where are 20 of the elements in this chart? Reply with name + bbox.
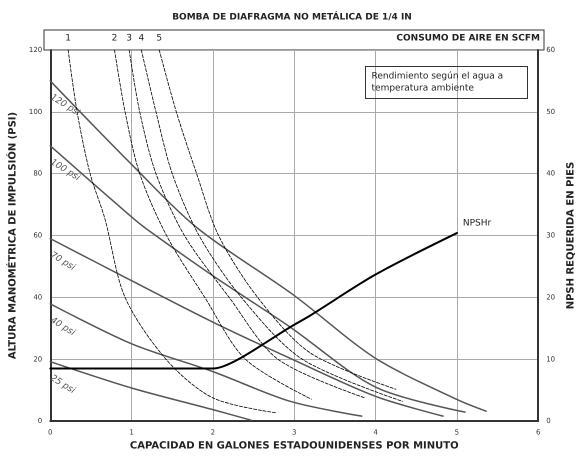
chart-title: BOMBA DE DIAFRAGMA NO METÁLICA DE 1/4 IN [172,10,412,22]
line-series [50,360,252,421]
line-series [50,303,362,417]
text: CONSUMO DE AIRE EN SCFM [396,34,540,44]
series-label: 4 [138,34,144,44]
series-label: 5 [156,34,162,44]
y2-axis-title: NPSH REQUERIDA EN PIES [566,162,576,310]
y-axis-title: ALTURA MANOMÉTRICA DE IMPULSIÓN (PSI) [6,112,18,360]
annotation: Rendimiento según el agua a temperatura ambiente [372,70,506,94]
text: 25 psi [48,373,78,396]
series-label: 2 [112,34,118,44]
text: 120 psi [48,92,82,119]
series-label: 3 [126,34,132,44]
text: 40 psi [48,315,78,338]
text: 70 psi [48,250,78,274]
line-series [50,238,444,417]
series-label: 1 [65,34,72,44]
x-axis-title: CAPACIDAD EN GALONES ESTADOUNIDENSES POR MINUTO [130,440,459,452]
text: 100 psi [48,157,82,184]
series-label: NPSHr [462,218,492,229]
